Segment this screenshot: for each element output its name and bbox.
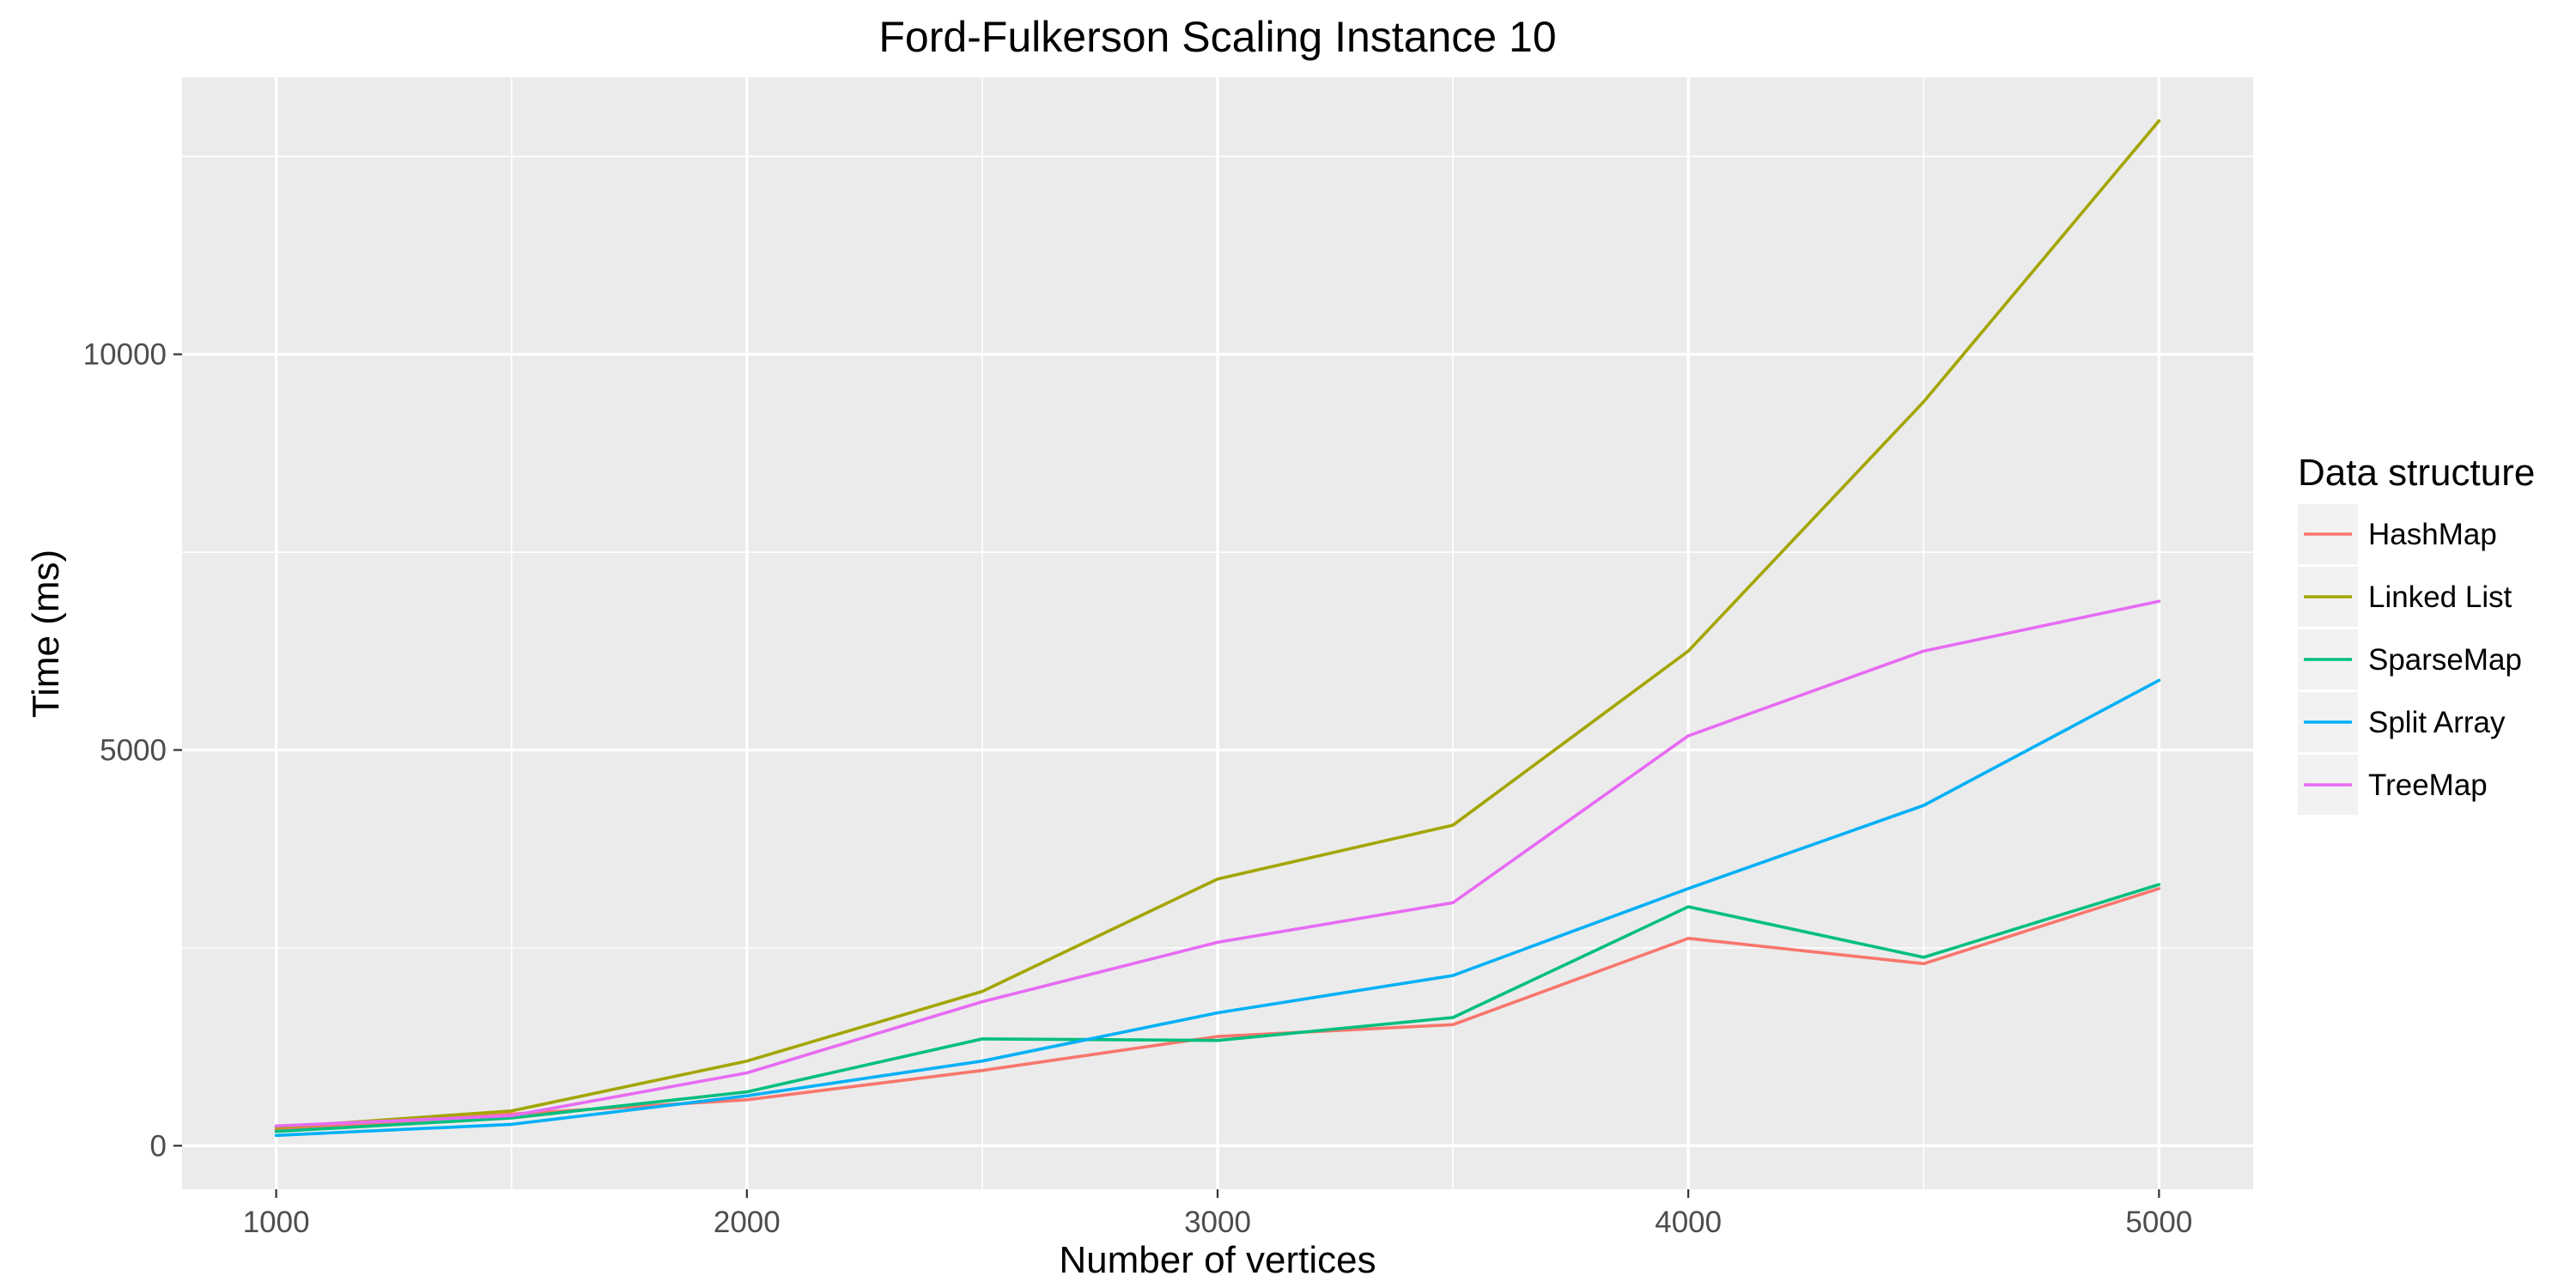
x-tick-label: 3000 (1184, 1206, 1251, 1239)
y-tick-label: 0 (150, 1129, 167, 1163)
y-axis-title: Time (ms) (25, 550, 67, 718)
legend-label: TreeMap (2368, 769, 2488, 802)
x-tick-label: 1000 (243, 1206, 310, 1239)
x-tick-label: 2000 (714, 1206, 781, 1239)
x-axis: 1000 2000 3000 4000 5000 (243, 1189, 2192, 1239)
y-axis: 0 5000 10000 (83, 338, 182, 1163)
y-tick-label: 5000 (100, 733, 167, 767)
chart-title: Ford-Fulkerson Scaling Instance 10 (878, 13, 1556, 61)
legend-label: SparseMap (2368, 643, 2522, 677)
legend: Data structure HashMap Linked List SparseM… (2298, 452, 2535, 815)
legend-label: Linked List (2368, 580, 2512, 614)
major-gridlines (182, 77, 2253, 1189)
x-tick-label: 4000 (1655, 1206, 1722, 1239)
legend-title: Data structure (2298, 452, 2535, 494)
x-tick-label: 5000 (2125, 1206, 2192, 1239)
series-line-treemap (274, 599, 2161, 1128)
series-line-sparsemap (274, 883, 2161, 1133)
legend-label: Split Array (2368, 706, 2506, 739)
y-tick-label: 10000 (83, 338, 167, 372)
series-lines (274, 118, 2161, 1138)
x-axis-title: Number of vertices (1059, 1239, 1376, 1281)
series-line-split-array (274, 678, 2161, 1138)
series-line-linked-list (274, 118, 2161, 1129)
legend-label: HashMap (2368, 518, 2497, 551)
